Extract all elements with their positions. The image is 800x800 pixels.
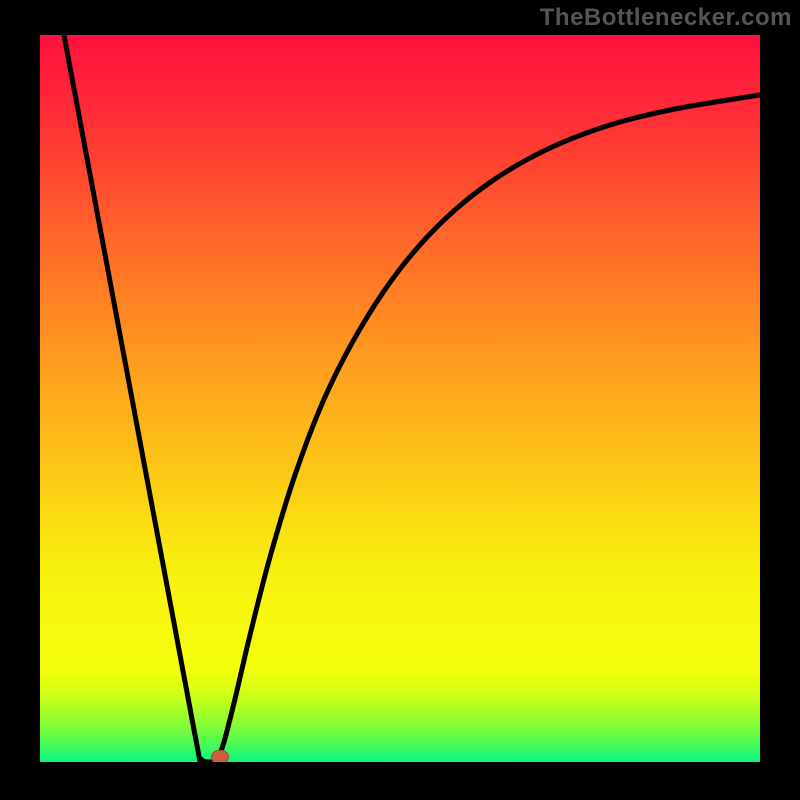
curve-layer	[40, 35, 760, 762]
curve-left-branch	[64, 35, 212, 762]
curve-right-branch	[212, 95, 760, 762]
figure-root: TheBottlenecker.com	[0, 0, 800, 800]
watermark-text: TheBottlenecker.com	[540, 4, 792, 32]
curve-marker-dot	[211, 750, 229, 762]
plot-area	[40, 35, 760, 762]
